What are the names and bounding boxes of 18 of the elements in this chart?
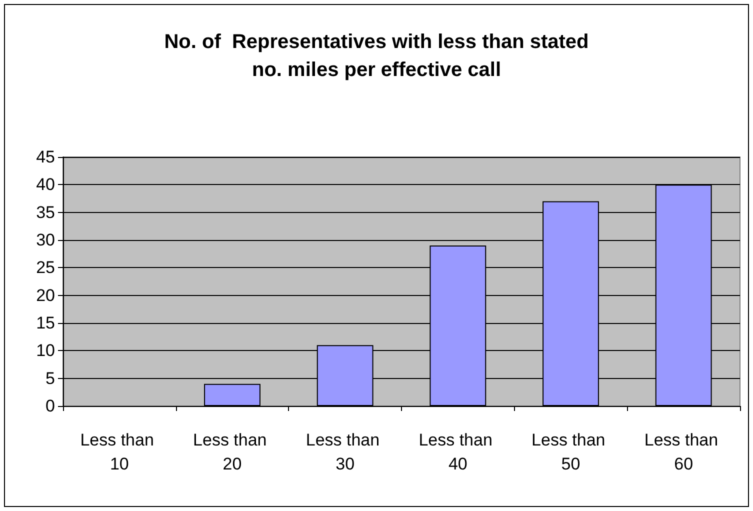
x-tick-label: Less than 20 — [193, 430, 272, 474]
y-tick-label: 40 — [36, 175, 55, 194]
x-tick-label: Less than 30 — [306, 430, 384, 474]
y-tick-label: 35 — [36, 202, 55, 222]
y-tick-label: 30 — [36, 230, 55, 250]
bar — [204, 384, 260, 406]
x-tick-label: Less than 60 — [644, 430, 723, 474]
y-tick-label: 15 — [36, 314, 55, 332]
y-tick-label: 0 — [46, 396, 55, 416]
y-tick-label: 20 — [36, 286, 55, 305]
y-tick-label: 45 — [36, 148, 55, 166]
y-tick-label: 5 — [46, 368, 55, 388]
y-tick-label: 25 — [36, 258, 55, 278]
chart-title: No. of Representatives with less than stated no. miles per effective call — [164, 31, 589, 81]
x-tick-label: Less than 50 — [532, 430, 610, 474]
y-tick-label: 10 — [36, 341, 55, 360]
x-tick-label: Less than 40 — [418, 430, 498, 474]
x-tick-label: Less than 10 — [80, 430, 159, 474]
